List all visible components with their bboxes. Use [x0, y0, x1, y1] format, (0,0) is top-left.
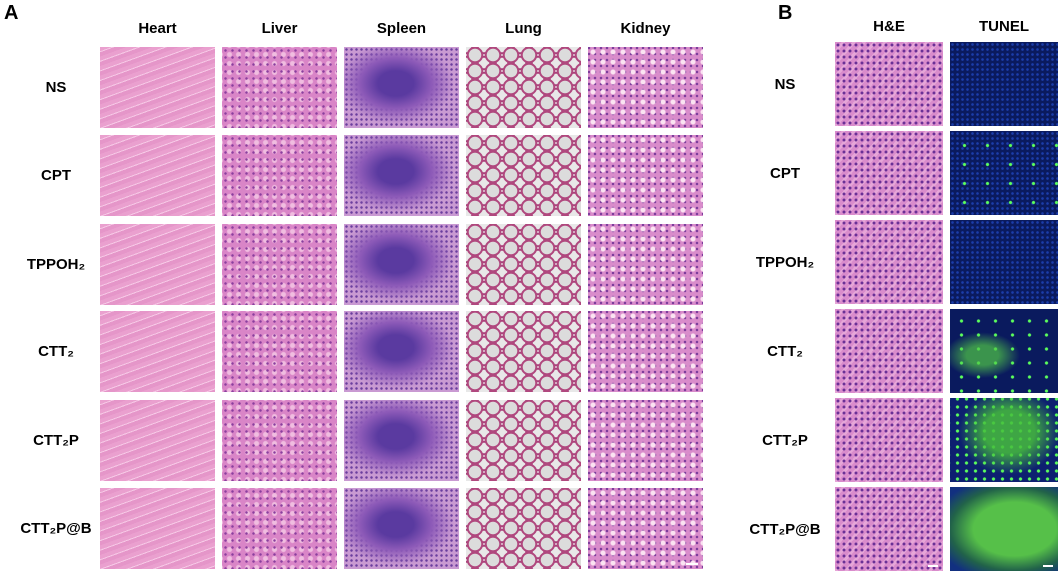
tissue-image	[588, 400, 703, 481]
tissue-image	[100, 47, 215, 128]
he-image	[835, 42, 943, 126]
tunel-image	[950, 220, 1058, 304]
tunel-image	[950, 309, 1058, 393]
scale-bar	[928, 565, 938, 567]
row-label: CTT₂	[38, 343, 74, 360]
tissue-image	[222, 47, 337, 128]
tissue-image	[466, 400, 581, 481]
tunel-image	[950, 487, 1058, 571]
row-label: TPPOH₂	[755, 253, 815, 271]
tissue-image	[344, 47, 459, 128]
row-label: NS	[45, 79, 67, 96]
tissue-image	[100, 224, 215, 305]
tissue-image	[466, 488, 581, 569]
he-image	[835, 220, 943, 304]
tissue-image	[344, 311, 459, 392]
he-image	[835, 487, 943, 571]
tissue-image	[222, 224, 337, 305]
tissue-image	[344, 224, 459, 305]
tissue-image	[222, 488, 337, 569]
panel-label: A	[4, 2, 19, 24]
tissue-image	[222, 135, 337, 216]
tunel-image	[950, 42, 1058, 126]
column-header: TUNEL	[979, 18, 1029, 35]
column-header: Lung	[505, 20, 542, 37]
panel-label: B	[778, 2, 793, 24]
row-label: CPT	[770, 164, 800, 182]
tissue-image	[222, 400, 337, 481]
he-image	[835, 309, 943, 393]
tissue-image	[588, 311, 703, 392]
scale-bar	[1043, 565, 1053, 567]
he-image	[835, 398, 943, 482]
row-label: CTT₂P	[762, 431, 808, 449]
he-image	[835, 131, 943, 215]
column-header: Kidney	[620, 20, 671, 37]
column-header: H&E	[873, 18, 905, 35]
tunel-image	[950, 131, 1058, 215]
row-label: TPPOH₂	[26, 256, 86, 273]
tissue-image	[222, 311, 337, 392]
tissue-image	[100, 135, 215, 216]
tissue-image	[466, 311, 581, 392]
tissue-image	[588, 224, 703, 305]
tissue-image	[588, 135, 703, 216]
row-label: CTT₂	[767, 342, 803, 360]
tissue-image	[588, 488, 703, 569]
row-label: NS	[774, 75, 796, 93]
row-label: CTT₂P@B	[749, 520, 821, 538]
tissue-image	[100, 488, 215, 569]
tissue-image	[100, 400, 215, 481]
tissue-image	[466, 224, 581, 305]
tunel-image	[950, 398, 1058, 482]
column-header: Spleen	[376, 20, 427, 37]
row-label: CTT₂P@B	[20, 520, 92, 537]
tissue-image	[466, 135, 581, 216]
column-header: Liver	[261, 20, 298, 37]
tissue-image	[344, 488, 459, 569]
tissue-image	[100, 311, 215, 392]
scale-bar	[686, 563, 698, 565]
tissue-image	[344, 400, 459, 481]
tissue-image	[344, 135, 459, 216]
tissue-image	[588, 47, 703, 128]
column-header: Heart	[138, 20, 177, 37]
tissue-image	[466, 47, 581, 128]
row-label: CTT₂P	[33, 432, 79, 449]
row-label: CPT	[41, 167, 71, 184]
